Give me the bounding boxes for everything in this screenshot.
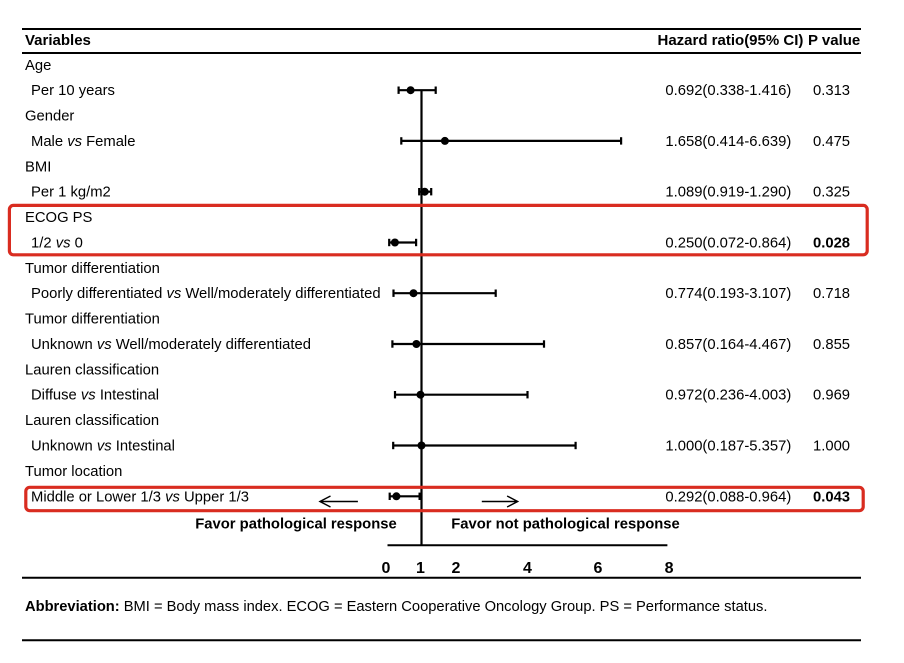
svg-text:0.774(0.193-3.107): 0.774(0.193-3.107) [665, 286, 791, 302]
svg-text:1.000(0.187-5.357): 1.000(0.187-5.357) [665, 439, 791, 455]
svg-text:Tumor location: Tumor location [25, 464, 122, 480]
svg-text:Poorly differentiated vs Well/: Poorly differentiated vs Well/moderately… [31, 286, 381, 302]
svg-text:Age: Age [25, 58, 51, 74]
svg-text:1.089(0.919-1.290): 1.089(0.919-1.290) [665, 185, 791, 201]
svg-text:Favor pathological response: Favor pathological response [195, 517, 396, 533]
svg-text:Lauren classification: Lauren classification [25, 362, 159, 378]
svg-text:Tumor differentiation: Tumor differentiation [25, 312, 160, 328]
svg-text:1.658(0.414-6.639): 1.658(0.414-6.639) [665, 134, 791, 150]
svg-text:Abbreviation: BMI = Body mass: Abbreviation: BMI = Body mass index. ECO… [25, 599, 767, 615]
svg-text:0.325: 0.325 [813, 185, 850, 201]
svg-text:0.028: 0.028 [813, 236, 850, 252]
svg-text:8: 8 [665, 560, 674, 577]
svg-text:6: 6 [594, 560, 603, 577]
svg-text:0.857(0.164-4.467): 0.857(0.164-4.467) [665, 337, 791, 353]
svg-text:1: 1 [416, 560, 425, 577]
svg-text:2: 2 [452, 560, 461, 577]
svg-text:1/2 vs 0: 1/2 vs 0 [31, 236, 83, 252]
svg-text:Gender: Gender [25, 109, 74, 125]
svg-text:0.692(0.338-1.416): 0.692(0.338-1.416) [665, 83, 791, 99]
svg-text:Favor not pathological respons: Favor not pathological response [451, 517, 680, 533]
svg-text:Per 10 years: Per 10 years [31, 83, 115, 99]
svg-text:0.969: 0.969 [813, 388, 850, 404]
svg-text:Lauren classification: Lauren classification [25, 413, 159, 429]
svg-text:Hazard ratio(95% CI): Hazard ratio(95% CI) [658, 32, 804, 49]
svg-text:Male vs Female: Male vs Female [31, 134, 135, 150]
svg-text:0: 0 [382, 560, 391, 577]
svg-text:0.718: 0.718 [813, 286, 850, 302]
svg-text:1.000: 1.000 [813, 439, 850, 455]
svg-text:Per 1 kg/m2: Per 1 kg/m2 [31, 185, 111, 201]
svg-text:0.972(0.236-4.003): 0.972(0.236-4.003) [665, 388, 791, 404]
svg-text:Middle or Lower 1/3 vs Upper 1: Middle or Lower 1/3 vs Upper 1/3 [31, 489, 249, 505]
svg-text:Diffuse vs Intestinal: Diffuse vs Intestinal [31, 388, 159, 404]
svg-text:0.292(0.088-0.964): 0.292(0.088-0.964) [665, 489, 791, 505]
svg-text:ECOG PS: ECOG PS [25, 210, 93, 226]
svg-text:0.250(0.072-0.864): 0.250(0.072-0.864) [665, 236, 791, 252]
svg-text:BMI: BMI [25, 159, 51, 175]
svg-text:P value: P value [808, 32, 860, 49]
svg-text:Variables: Variables [25, 32, 91, 49]
svg-text:0.855: 0.855 [813, 337, 850, 353]
svg-text:0.475: 0.475 [813, 134, 850, 150]
svg-text:Unknown vs Well/moderately dif: Unknown vs Well/moderately differentiate… [31, 337, 311, 353]
svg-text:0.043: 0.043 [813, 489, 850, 505]
svg-text:0.313: 0.313 [813, 83, 850, 99]
svg-text:Unknown vs Intestinal: Unknown vs Intestinal [31, 439, 175, 455]
svg-text:4: 4 [523, 560, 532, 577]
svg-text:Tumor differentiation: Tumor differentiation [25, 261, 160, 277]
